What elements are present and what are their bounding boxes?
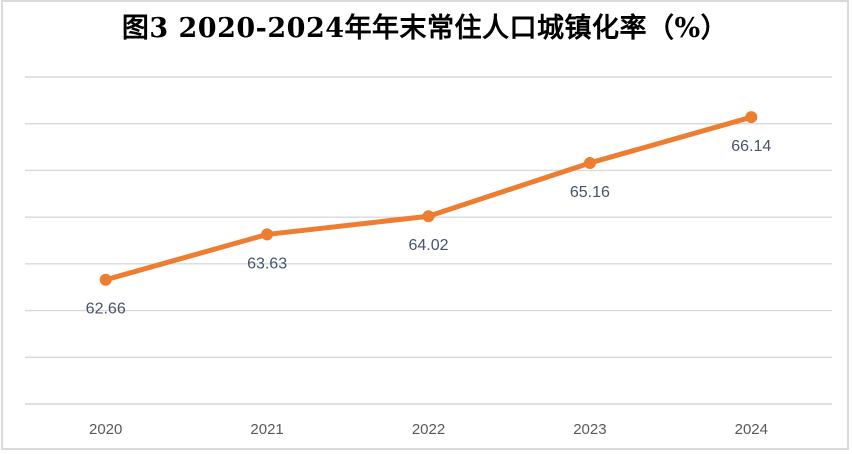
data-point-marker xyxy=(745,111,758,124)
line-chart-plot: 62.66 63.63 64.02 65.16 66.14 2020 2021 2022 202… xyxy=(25,76,832,438)
data-point-marker xyxy=(99,273,112,286)
data-label: 62.66 xyxy=(86,301,126,318)
x-axis-tick-label: 2021 xyxy=(250,421,283,438)
data-label: 66.14 xyxy=(731,138,771,155)
data-point-marker xyxy=(261,228,274,241)
data-point-marker xyxy=(422,210,435,223)
data-point-marker xyxy=(583,156,596,169)
chart-title: 图3 2020-2024年年末常住人口城镇化率（%） xyxy=(121,13,729,44)
x-axis-tick-label: 2024 xyxy=(735,421,768,438)
x-axis-tick-label: 2023 xyxy=(573,421,606,438)
x-axis-tick-label: 2022 xyxy=(412,421,445,438)
data-label: 65.16 xyxy=(570,184,610,201)
data-label: 64.02 xyxy=(408,237,448,254)
x-axis-tick-label: 2020 xyxy=(89,421,122,438)
data-label: 63.63 xyxy=(247,255,287,272)
series-line xyxy=(103,114,754,283)
